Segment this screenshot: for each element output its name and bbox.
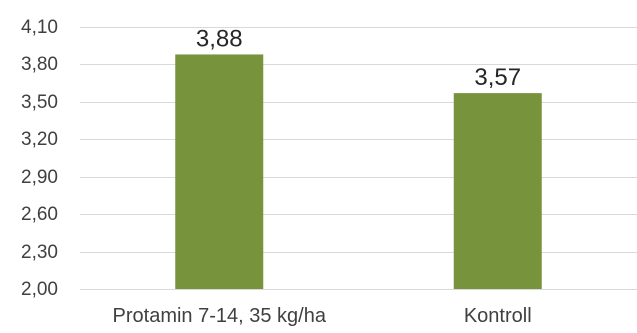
y-tick-label: 2,60 (21, 204, 58, 225)
data-label: 3,88 (196, 25, 243, 52)
y-tick-label: 3,20 (21, 129, 58, 150)
category-label: Protamin 7-14, 35 kg/ha (113, 305, 327, 327)
y-tick-label: 2,30 (21, 242, 58, 263)
y-tick-label: 2,00 (21, 279, 58, 300)
data-labels: 3,88 3,57 (196, 25, 521, 91)
y-tick-label: 2,90 (21, 167, 58, 188)
bars (175, 54, 542, 290)
y-tick-label: 3,50 (21, 92, 58, 113)
bar (175, 54, 264, 290)
data-label: 3,57 (474, 64, 521, 91)
category-labels: Protamin 7-14, 35 kg/ha Kontroll (113, 305, 532, 327)
y-tick-label: 4,10 (21, 17, 58, 38)
y-axis-tick-labels: 2,00 2,30 2,60 2,90 3,20 3,50 3,80 4,10 (21, 17, 58, 300)
category-label: Kontroll (464, 305, 532, 327)
y-tick-label: 3,80 (21, 54, 58, 75)
bar (453, 93, 542, 289)
gridlines (80, 27, 637, 290)
